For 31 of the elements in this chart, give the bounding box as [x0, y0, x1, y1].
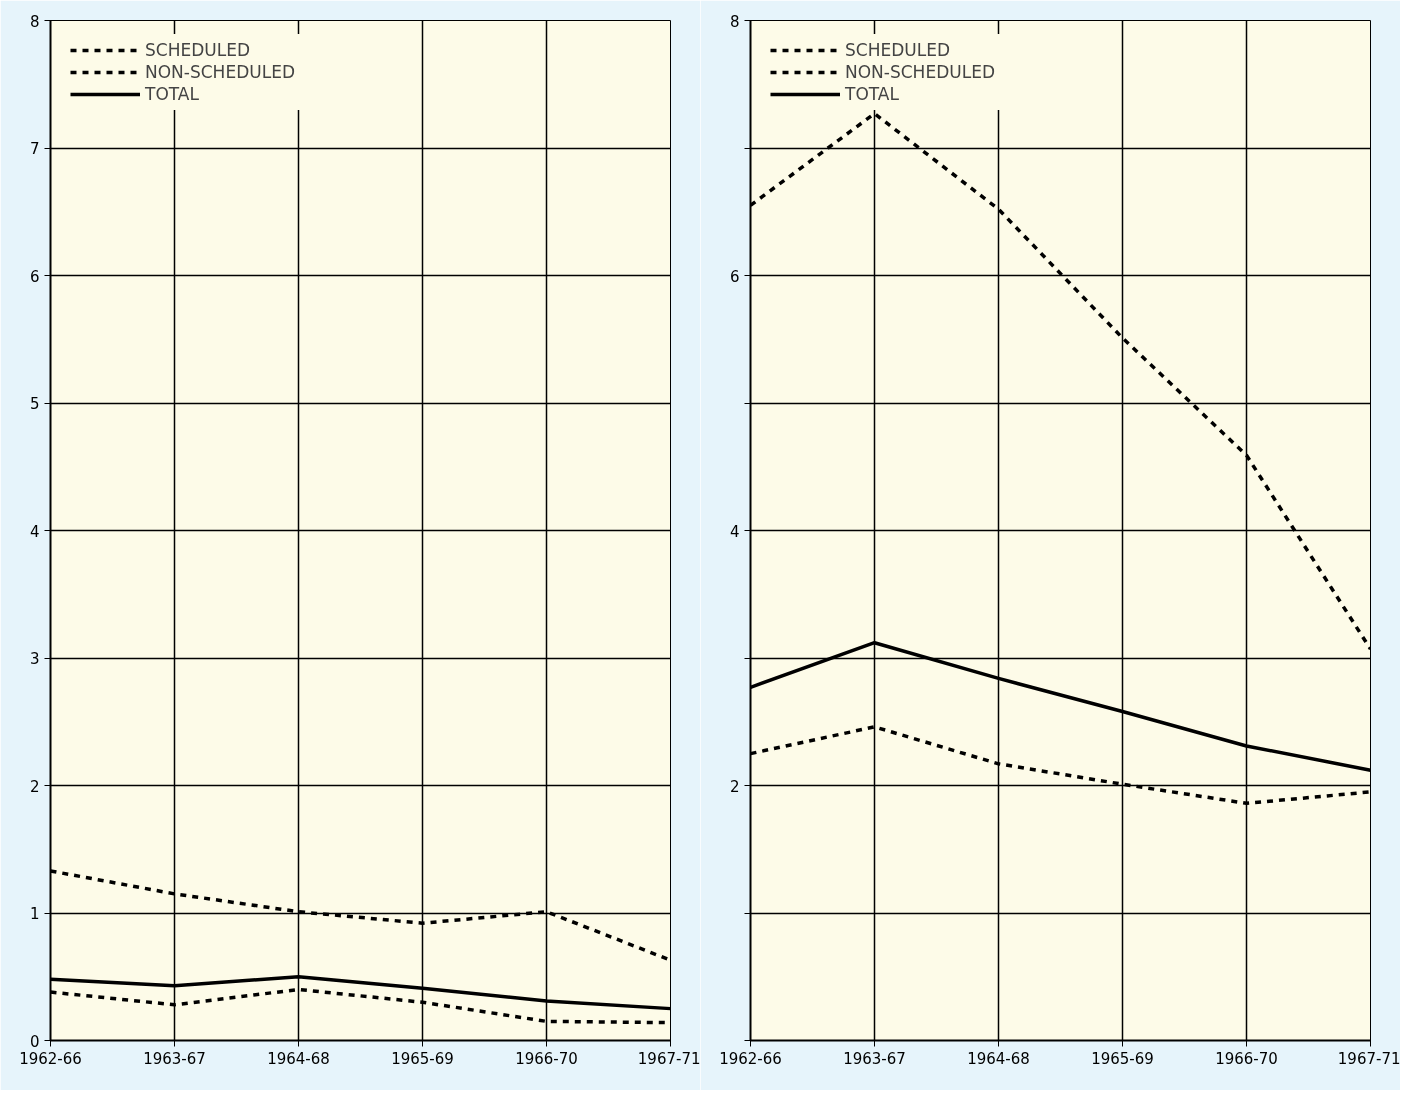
legend-label: NON-SCHEDULED [845, 62, 995, 82]
y-tick-label: 7 [29, 140, 40, 158]
y-tick-label: 6 [729, 267, 740, 286]
y-tick-label: 8 [29, 12, 40, 31]
y-tick-label: 0 [29, 1032, 40, 1051]
x-tick-label: 1965-69 [1091, 1049, 1154, 1068]
legend-label: TOTAL [845, 84, 899, 104]
y-tick-label: 4 [29, 522, 40, 541]
legend-label: TOTAL [145, 84, 199, 104]
x-tick-label: 1963-67 [843, 1049, 906, 1068]
x-tick-label: 1966-70 [1215, 1049, 1278, 1068]
y-tick-label: 6 [29, 267, 40, 286]
x-tick-label: 1963-67 [143, 1049, 206, 1068]
legend-label: SCHEDULED [145, 40, 251, 60]
x-tick-label: 1967-71 [1337, 1049, 1401, 1068]
x-tick-label: 1965-69 [391, 1049, 454, 1068]
x-tick-label: 1962-66 [19, 1049, 82, 1068]
x-tick-label: 1962-66 [719, 1049, 782, 1068]
y-tick-label: 2 [29, 777, 40, 796]
x-tick-label: 1966-70 [515, 1049, 578, 1068]
y-tick-label: 1 [29, 905, 40, 923]
x-tick-label: 1967-71 [637, 1049, 701, 1068]
y-tick-label: 4 [729, 522, 740, 541]
x-tick-label: 1964-68 [267, 1049, 330, 1068]
y-tick-label: 3 [29, 650, 40, 668]
y-tick-label: 5 [29, 395, 40, 413]
legend-label: SCHEDULED [845, 40, 951, 60]
y-tick-label: 8 [729, 12, 740, 31]
x-tick-label: 1964-68 [967, 1049, 1030, 1068]
legend-label: NON-SCHEDULED [145, 62, 295, 82]
y-tick-label: 2 [729, 777, 740, 796]
